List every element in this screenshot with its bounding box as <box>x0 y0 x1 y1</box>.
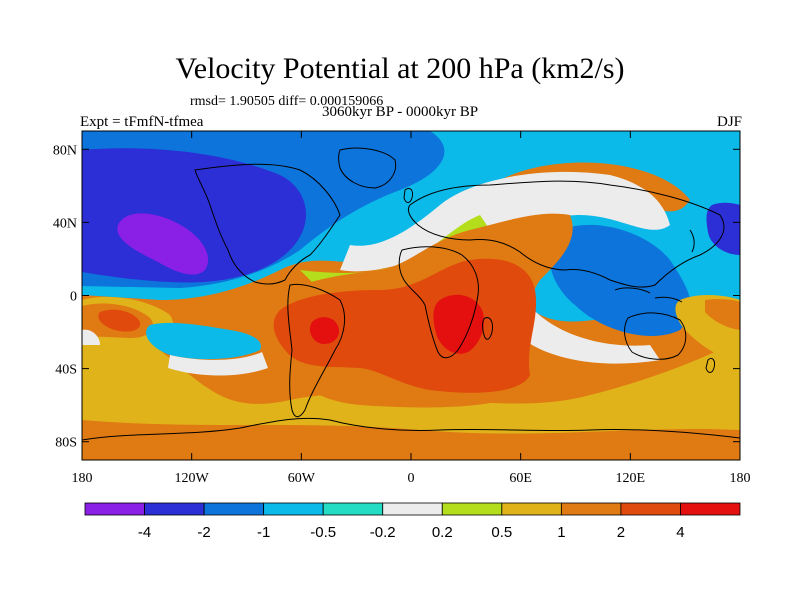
coast-japan <box>689 229 695 253</box>
x-tick-label: 180 <box>72 471 93 486</box>
y-tick-label: 80S <box>55 436 77 451</box>
coast-north-america <box>194 163 341 285</box>
colorbar-swatch <box>560 502 622 516</box>
colorbar-swatch <box>84 502 145 516</box>
x-tick-label: 60W <box>288 471 316 486</box>
colorbar-swatch <box>680 502 741 516</box>
colorbar-label: 2 <box>617 524 625 541</box>
coast-africa <box>398 246 479 359</box>
y-tick-label: 0 <box>70 290 77 305</box>
y-tick-label: 80N <box>53 143 77 158</box>
stats-line: rmsd= 1.90505 diff= 0.000159066 <box>190 94 384 109</box>
coast-british-isles <box>403 187 413 203</box>
x-tick-label: 120W <box>175 471 210 486</box>
coast-europe-asia <box>407 180 725 288</box>
x-axis: 180 120W 60W 0 60E 120E 180 <box>72 131 751 486</box>
colorbar-swatch <box>501 502 562 516</box>
x-tick-label: 0 <box>408 471 415 486</box>
field-core-red-africa <box>433 294 485 354</box>
colorbar: -4 -2 -1 -0.5 -0.2 0.2 0.5 1 2 4 <box>84 502 741 541</box>
chart-title: Velocity Potential at 200 hPa (km2/s) <box>175 52 625 85</box>
y-tick-label: 40N <box>53 216 77 231</box>
coast-greenland <box>338 147 397 189</box>
coastlines <box>82 147 740 441</box>
map-field <box>82 131 740 460</box>
field-band-violet-npac <box>117 213 209 275</box>
field-band-white-spac <box>82 329 100 345</box>
colorbar-swatch <box>382 502 443 516</box>
colorbar-label: 0.2 <box>432 524 453 541</box>
field-band-gold <box>82 300 740 440</box>
coast-indonesia <box>614 287 683 303</box>
field-band-orange-eastern-aus <box>705 299 740 330</box>
field-band-navy-epac <box>706 202 740 255</box>
x-tick-label: 60E <box>509 471 532 486</box>
colorbar-swatch <box>441 502 503 516</box>
field-band-orange-south <box>82 420 740 460</box>
colorbar-label: -0.5 <box>310 524 336 541</box>
colorbar-swatch <box>203 502 265 516</box>
coast-antarctica <box>82 417 740 441</box>
colorbar-swatch <box>144 502 205 516</box>
colorbar-swatch <box>322 502 384 516</box>
colorbar-swatch <box>620 502 681 516</box>
coast-australia <box>624 312 687 360</box>
field-core-red-samerica <box>309 317 340 344</box>
colorbar-label: -4 <box>138 524 151 541</box>
colorbar-label: -1 <box>257 524 270 541</box>
colorbar-label: -2 <box>197 524 210 541</box>
coast-south-america <box>287 283 346 418</box>
field-band-blue-indopac <box>549 224 691 336</box>
colorbar-label: -0.2 <box>370 524 396 541</box>
colorbar-swatch <box>263 502 324 516</box>
colorbar-label: 1 <box>557 524 565 541</box>
field-band-deep-orange-cpac <box>98 309 141 332</box>
period-subtitle: 3060kyr BP - 0000kyr BP <box>321 104 479 120</box>
season-label: DJF <box>716 114 742 130</box>
x-tick-label: 120E <box>616 471 646 486</box>
colorbar-label: 0.5 <box>491 524 512 541</box>
y-axis: 80N 40N 0 40S 80S <box>53 143 740 451</box>
experiment-label: Expt = tFmfN-tfmea <box>80 114 204 130</box>
field-band-cyan-spac <box>146 322 261 360</box>
y-tick-label: 40S <box>55 363 77 378</box>
x-tick-label: 180 <box>730 471 751 486</box>
colorbar-label: 4 <box>676 524 684 541</box>
coast-new-zealand <box>705 357 715 373</box>
field-band-white-spac-2 <box>168 352 268 376</box>
coast-madagascar <box>482 317 493 340</box>
field-band-deep-orange-tropics <box>273 258 537 393</box>
